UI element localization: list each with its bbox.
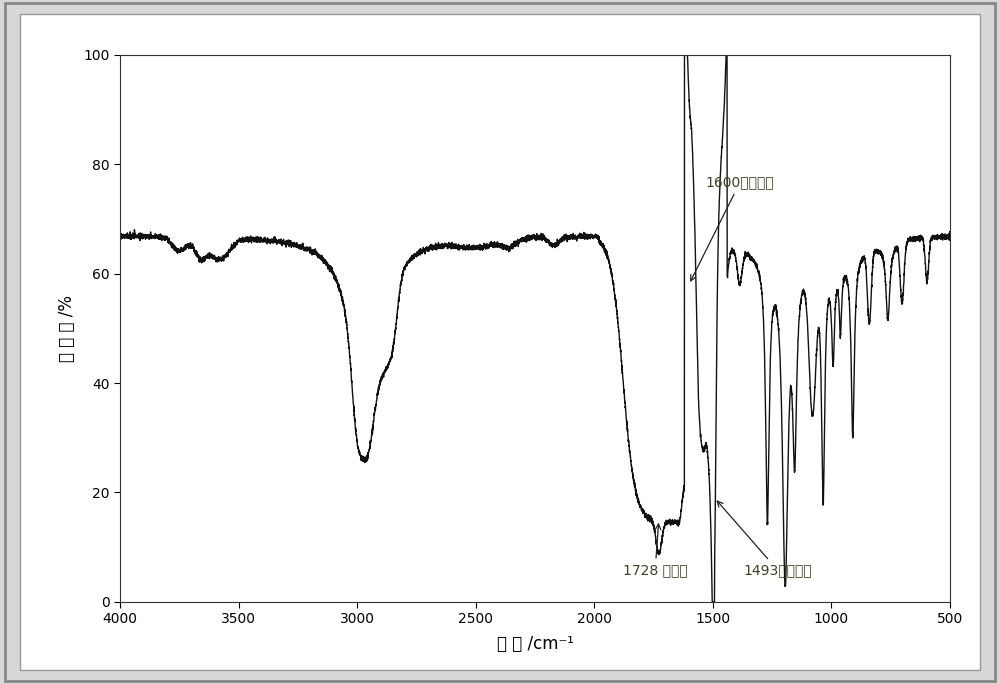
Text: 1600范环骨架: 1600范环骨架 [691,175,774,281]
X-axis label: 波 数 /cm⁻¹: 波 数 /cm⁻¹ [497,635,573,653]
Text: 1728 酩炭基: 1728 酩炭基 [623,524,687,577]
Y-axis label: 透 光 率 /%: 透 光 率 /% [58,295,76,362]
Text: 1493范环骨架: 1493范环骨架 [717,501,812,577]
